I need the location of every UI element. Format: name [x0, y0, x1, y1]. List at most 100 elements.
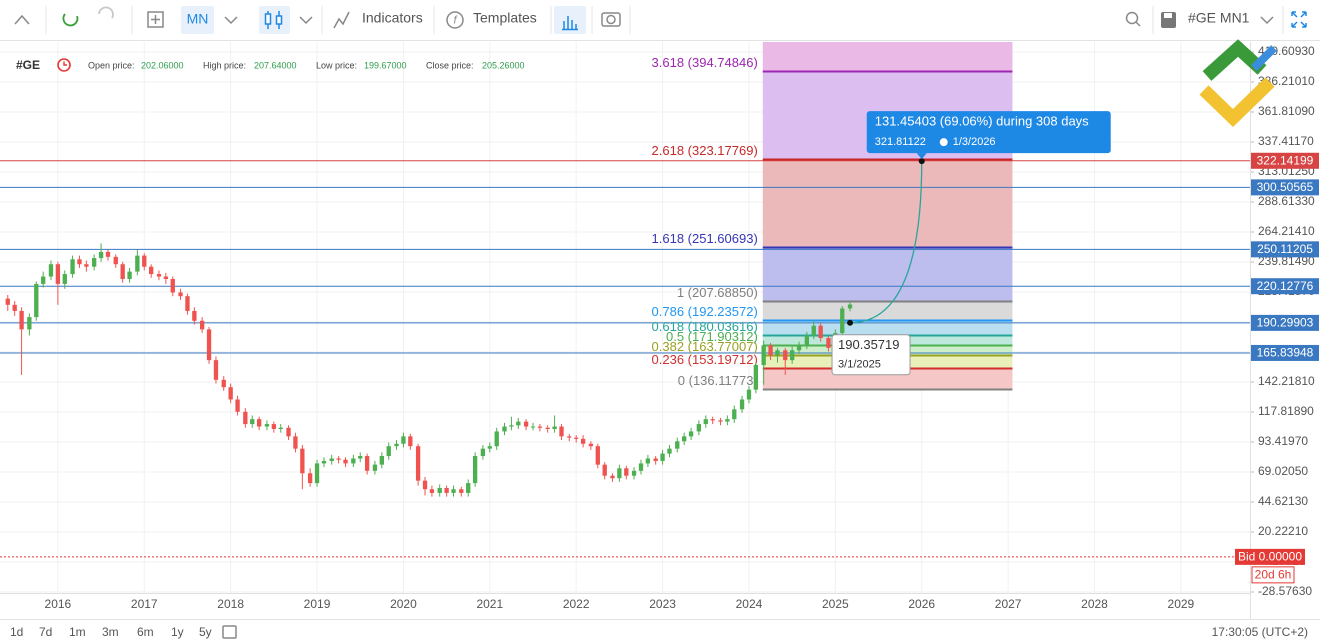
timeframe-dropdown[interactable] [224, 16, 238, 25]
bid-label-bg [1235, 548, 1305, 565]
candle-body [753, 365, 759, 390]
candle-body [580, 438, 586, 444]
candle-body [149, 266, 154, 275]
candle-body [256, 419, 262, 427]
screenshot-button[interactable] [601, 12, 621, 27]
candle-body [408, 436, 413, 447]
candle-body [523, 421, 529, 427]
candle-body [213, 360, 219, 380]
candle-body [783, 350, 788, 361]
candle-body [206, 329, 212, 361]
candle-body [286, 427, 291, 437]
candle-body [444, 488, 449, 493]
fullscreen-button[interactable] [1291, 11, 1307, 28]
fib-label: 0.618 (180.03616) [652, 319, 758, 334]
calendar-button[interactable] [222, 625, 237, 639]
candle-body [768, 345, 773, 356]
candle-body [761, 345, 766, 366]
candle-body [602, 464, 607, 476]
camera-lens [606, 14, 616, 25]
y-tick-label: 361.81090 [1258, 104, 1315, 118]
y-tick-label: 44.62130 [1258, 494, 1308, 508]
symbol-dropdown[interactable] [1260, 16, 1274, 25]
candle-body [437, 488, 442, 493]
timer-bg [1251, 566, 1295, 584]
chart-type-button[interactable] [259, 6, 290, 34]
fib-label: 0.786 (192.23572) [652, 304, 758, 319]
period-button[interactable]: 7d [39, 625, 52, 639]
candle-body [5, 298, 10, 305]
measure-start [847, 319, 854, 326]
fib-zone [762, 247, 1013, 302]
bar-timer: 20d 6h [1255, 568, 1292, 582]
footer: 1d 7d 1m 3m 6m 1y 5y 17:30:05 (UTC+2) [0, 619, 1320, 639]
candle-body [624, 468, 629, 476]
period-button[interactable]: 1d [10, 625, 23, 639]
x-tick-label: 2022 [563, 597, 590, 611]
candle-body [688, 431, 694, 437]
candle-body [451, 489, 456, 493]
candle-body [480, 448, 486, 457]
candle-body [142, 255, 147, 267]
candle-body [221, 379, 226, 388]
volume-button[interactable] [554, 6, 586, 34]
timeframe-button[interactable] [181, 6, 214, 34]
broker-logo [1199, 39, 1277, 128]
candle-body [293, 436, 298, 449]
x-tick-label: 2027 [995, 597, 1022, 611]
candle-body [667, 448, 672, 454]
price-label: 300.50565 [1257, 180, 1314, 194]
indicators-icon [333, 11, 350, 29]
collapse-button[interactable] [14, 14, 30, 25]
candle-body [127, 271, 132, 279]
candle-body [62, 274, 67, 284]
candle-icon [264, 13, 272, 25]
period-button[interactable]: 1y [171, 625, 184, 639]
candle-body [796, 345, 802, 351]
candle-body [243, 411, 248, 425]
candle-body [372, 464, 378, 471]
templates-button[interactable]: Templates [473, 10, 537, 26]
candle-body [552, 426, 557, 429]
candle-body [271, 424, 277, 429]
redo-button[interactable] [98, 6, 114, 19]
candle-body [307, 473, 313, 484]
candle-body [509, 425, 514, 427]
add-chart-button[interactable] [147, 11, 164, 28]
templates-icon-f: f [453, 14, 457, 26]
candle-body [329, 458, 334, 461]
candle-icon [275, 15, 283, 25]
period-button[interactable]: 3m [102, 625, 119, 639]
chart-type-dropdown[interactable] [299, 16, 313, 25]
candle-body [199, 320, 205, 330]
measure-curve [850, 161, 923, 324]
candle-body [55, 264, 61, 284]
candle-body [336, 458, 341, 460]
price-label: 165.83948 [1257, 346, 1314, 360]
undo-button[interactable] [62, 13, 79, 27]
fib-zone [762, 368, 1013, 390]
candle-body [494, 431, 499, 447]
period-button[interactable]: 1m [69, 625, 86, 639]
clock-hands [63, 61, 67, 66]
candle-body [653, 458, 658, 461]
symbol-selector[interactable]: #GE MN1 [1188, 10, 1250, 26]
y-tick-label: 239.81490 [1258, 254, 1315, 268]
candle-body [163, 276, 169, 279]
candle-body [278, 427, 283, 429]
candle-body [574, 437, 579, 439]
indicators-button[interactable]: Indicators [362, 10, 423, 26]
candle-body [537, 426, 543, 428]
period-button[interactable]: 5y [199, 625, 212, 639]
search-button[interactable] [1125, 11, 1139, 25]
candle-body [34, 283, 39, 318]
fib-label: 0.5 (171.90312) [666, 329, 758, 344]
y-tick-label: 117.81890 [1258, 404, 1314, 418]
y-tick-label: -28.57630 [1258, 584, 1312, 598]
candle-body [516, 421, 521, 426]
candle-body [696, 424, 702, 432]
candle-body [156, 274, 162, 277]
candle-body [77, 259, 82, 265]
period-button[interactable]: 6m [137, 625, 154, 639]
